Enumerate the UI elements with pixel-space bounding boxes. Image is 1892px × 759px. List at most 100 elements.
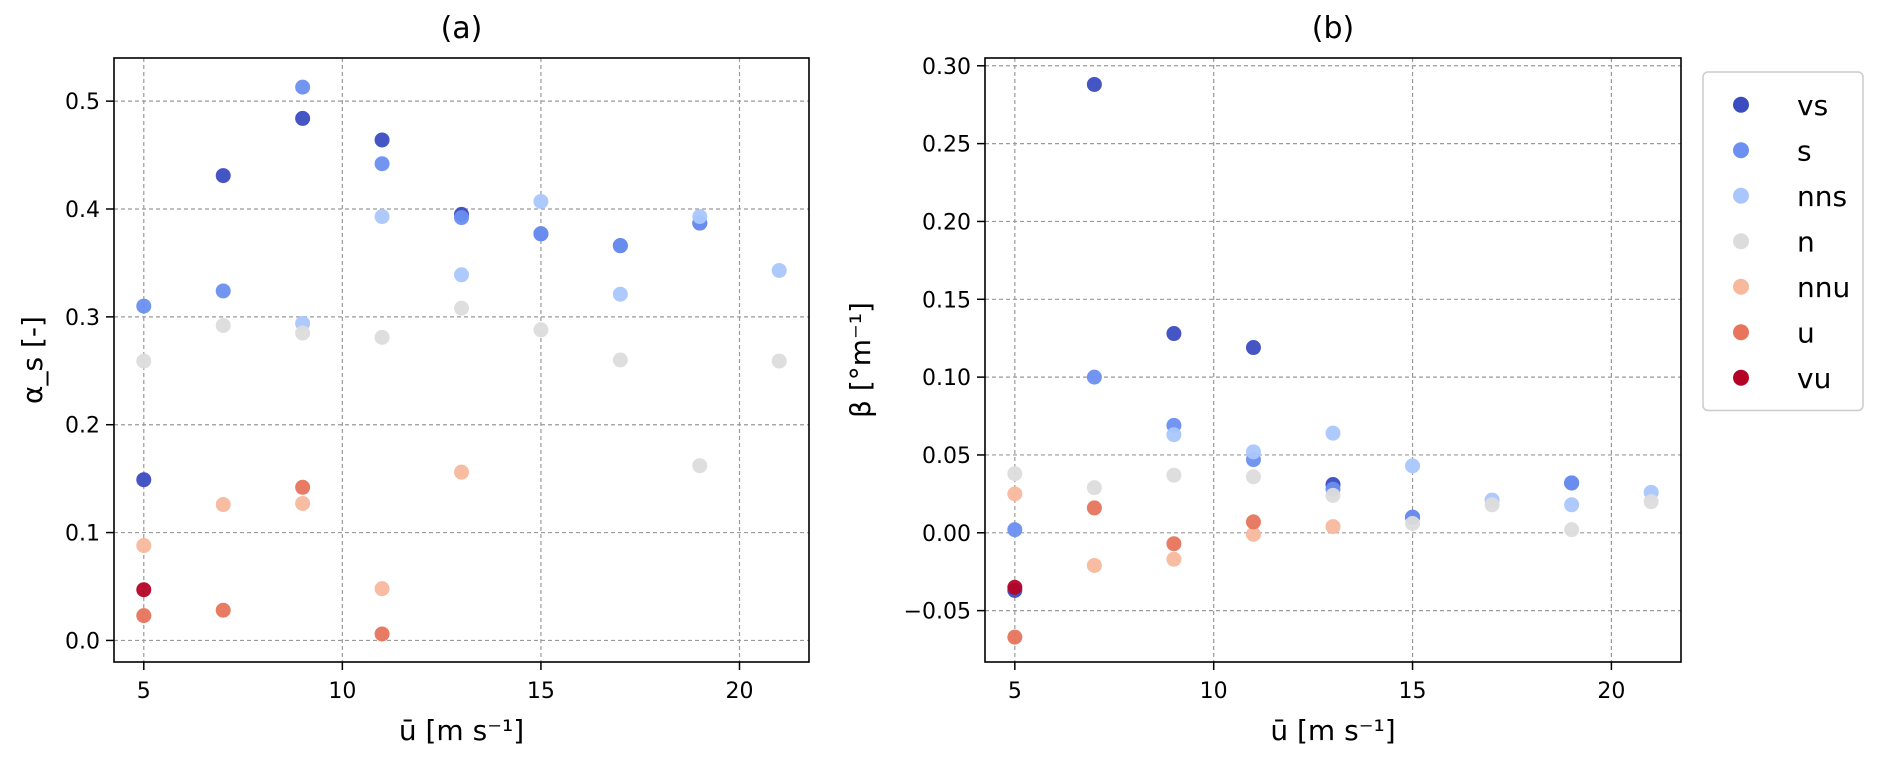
point-vs xyxy=(1166,326,1182,342)
point-nns xyxy=(771,262,787,278)
legend-marker-u xyxy=(1733,324,1749,341)
point-vs xyxy=(1245,340,1261,356)
point-s xyxy=(454,210,469,226)
point-vu xyxy=(136,582,152,598)
point-nns xyxy=(1564,497,1580,513)
legend-marker-nnu xyxy=(1733,278,1749,295)
panel-b-grid xyxy=(985,58,1681,662)
y-tick-label: 0.25 xyxy=(922,133,971,158)
point-nnu xyxy=(136,538,152,554)
panel-b-points xyxy=(1007,76,1659,645)
y-tick-label: 0.5 xyxy=(65,90,100,115)
x-tick-label: 5 xyxy=(137,679,151,704)
panel-a-xlabel: ū [m s⁻¹] xyxy=(399,714,524,747)
legend-entry-s: s xyxy=(1733,134,1812,167)
panel-b-ticks: 5 10 15 20 −0.05 0.00 0.05 0.10 0.15 0.20 0.25 0.30 xyxy=(904,55,1626,704)
legend-label-nns: nns xyxy=(1797,180,1847,213)
point-nnu xyxy=(215,497,231,513)
point-s xyxy=(1564,475,1580,491)
point-n xyxy=(1564,522,1580,538)
legend-entry-vu: vu xyxy=(1733,362,1831,395)
point-vs xyxy=(215,168,231,184)
panel-b-title: (b) xyxy=(1312,11,1354,46)
point-s xyxy=(612,238,628,254)
point-u xyxy=(374,626,390,642)
y-tick-label: 0.2 xyxy=(65,414,100,439)
panel-a-frame xyxy=(113,57,810,663)
point-nnu xyxy=(374,581,390,597)
panel-b-ylabel: β [°m⁻¹] xyxy=(844,302,877,418)
point-n xyxy=(1325,487,1341,503)
panel-a-grid xyxy=(114,58,809,662)
point-nns xyxy=(1325,425,1341,441)
point-n xyxy=(374,329,390,345)
legend-entry-nns: nns xyxy=(1733,180,1847,213)
legend: vs s nns n nnu u vu xyxy=(1702,71,1864,412)
point-n xyxy=(454,300,469,316)
point-vs xyxy=(374,132,390,148)
legend-marker-vs xyxy=(1733,96,1749,113)
x-tick-label: 10 xyxy=(328,679,356,704)
point-u xyxy=(1166,536,1182,552)
legend-marker-nns xyxy=(1733,187,1749,204)
y-tick-label: 0.0 xyxy=(65,629,100,654)
point-vs xyxy=(1086,76,1102,92)
point-nnu xyxy=(1245,526,1261,542)
x-tick-label: 15 xyxy=(1399,679,1427,704)
point-u xyxy=(1007,629,1023,645)
x-tick-label: 20 xyxy=(1597,679,1625,704)
point-nnu xyxy=(1007,486,1023,502)
legend-entry-u: u xyxy=(1733,316,1815,349)
point-n xyxy=(1166,467,1182,483)
x-tick-label: 20 xyxy=(726,679,754,704)
point-n xyxy=(692,458,708,474)
legend-label-nnu: nnu xyxy=(1797,271,1850,304)
point-n xyxy=(1405,515,1421,531)
point-nnu xyxy=(1086,557,1102,573)
legend-label-u: u xyxy=(1797,316,1815,349)
y-tick-label: −0.05 xyxy=(904,600,971,625)
point-nns xyxy=(374,209,390,225)
panel-a-ylabel: α_s [-] xyxy=(16,316,49,404)
point-nns xyxy=(1166,427,1182,443)
point-u xyxy=(215,602,231,618)
point-n xyxy=(215,317,231,333)
point-s xyxy=(295,79,311,95)
point-n xyxy=(1245,469,1261,485)
point-s xyxy=(1007,522,1023,538)
y-tick-label: 0.4 xyxy=(65,198,100,223)
legend-label-s: s xyxy=(1797,134,1812,167)
point-n xyxy=(1007,466,1023,482)
y-tick-label: 0.00 xyxy=(922,522,971,547)
point-nns xyxy=(692,209,708,225)
point-n xyxy=(295,325,311,341)
y-tick-label: 0.20 xyxy=(922,210,971,235)
point-nnu xyxy=(1166,551,1182,567)
point-s xyxy=(533,226,549,242)
y-tick-label: 0.3 xyxy=(65,306,100,331)
panel-b-frame xyxy=(984,57,1682,663)
x-tick-label: 15 xyxy=(527,679,555,704)
point-vs xyxy=(295,110,311,126)
point-u xyxy=(1086,500,1102,516)
legend-box xyxy=(1702,71,1864,412)
point-n xyxy=(1484,497,1500,513)
panel-a-ticks: 5 10 15 20 0.0 0.1 0.2 0.3 0.4 0.5 xyxy=(65,90,754,704)
point-nns xyxy=(454,267,469,283)
point-nns xyxy=(533,193,549,209)
point-nnu xyxy=(295,495,311,511)
point-s xyxy=(1086,369,1102,385)
legend-entry-vs: vs xyxy=(1733,89,1828,122)
point-vu xyxy=(1007,579,1023,595)
point-n xyxy=(612,352,628,368)
point-n xyxy=(1643,494,1659,510)
panel-b-xlabel: ū [m s⁻¹] xyxy=(1270,714,1395,747)
panel-a: 5 10 15 200.00.10.20.30.40.5 (a) ū [m s⁻¹] … xyxy=(16,11,810,747)
point-s xyxy=(374,156,390,172)
y-tick-label: 0.10 xyxy=(922,366,971,391)
point-n xyxy=(533,322,549,338)
point-u xyxy=(136,608,152,624)
point-nnu xyxy=(1325,519,1341,535)
legend-label-vu: vu xyxy=(1797,362,1831,395)
x-tick-label: 5 xyxy=(1008,679,1022,704)
